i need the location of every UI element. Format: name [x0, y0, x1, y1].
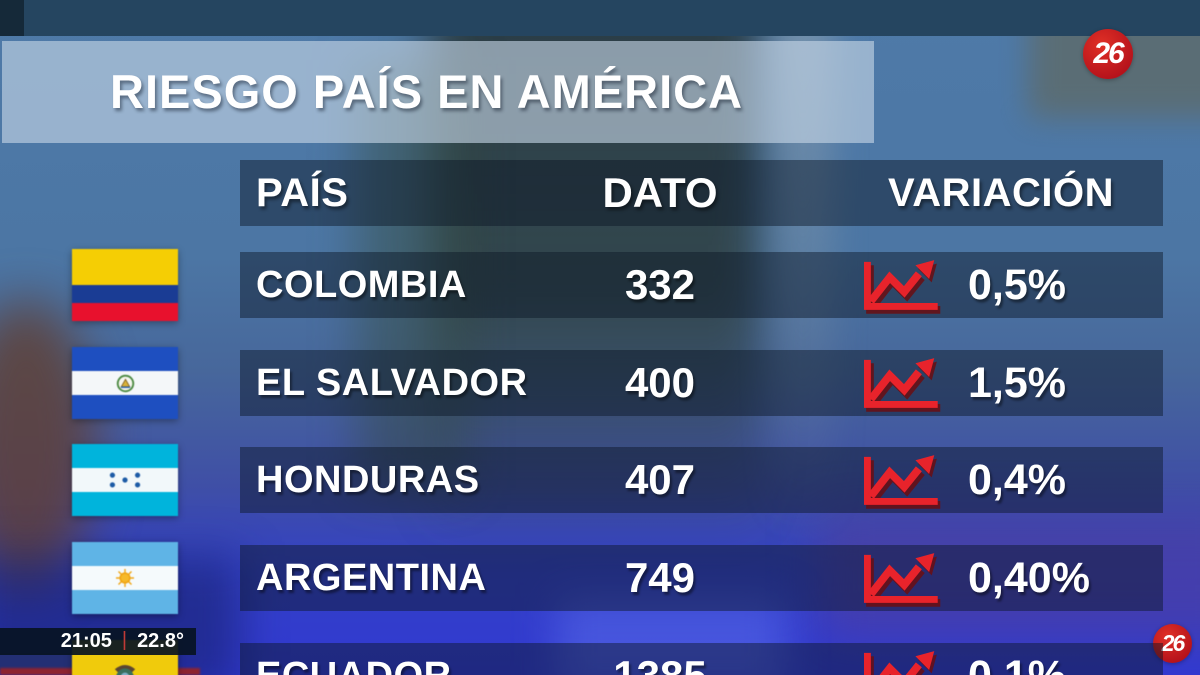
country-flag-icon — [72, 249, 178, 321]
variation-percent: 0,40% — [968, 554, 1090, 602]
table-row-argentina: ARGENTINA 749 0,40% — [0, 542, 1200, 617]
flag-stripe — [72, 347, 178, 372]
el-salvador-coat-icon — [72, 347, 178, 419]
flag-stripe — [72, 285, 178, 303]
table-header-row: PAÍS DATO VARIACIÓN — [240, 160, 1163, 226]
country-flag-icon — [72, 542, 178, 614]
flag-stripe — [72, 491, 178, 516]
line-chart-up-icon — [852, 548, 948, 608]
channel-logo-text: 26 — [1161, 630, 1186, 656]
title-banner: RIESGO PAÍS EN AMÉRICA — [2, 41, 874, 143]
country-name: COLOMBIA — [256, 264, 467, 306]
country-name: ARGENTINA — [256, 557, 487, 599]
variation-percent: 0,4% — [968, 456, 1067, 504]
variation-percent: 0,1% — [968, 643, 1066, 675]
channel-26-logo-small-icon: 26 — [1153, 624, 1192, 663]
country-flag-icon — [72, 347, 178, 419]
separator: | — [121, 629, 128, 651]
flag-stripe — [72, 303, 178, 321]
flag-stripe — [72, 589, 178, 614]
header-variation: VARIACIÓN — [888, 171, 1114, 215]
risk-value: 400 — [624, 359, 696, 406]
row-band: HONDURAS 407 0,4% — [240, 447, 1163, 513]
line-chart-up-icon — [852, 353, 948, 413]
line-chart-up-icon — [852, 450, 948, 510]
channel-logo-text: 26 — [1093, 37, 1124, 70]
variation-percent: 1,5% — [968, 359, 1067, 407]
channel-26-logo-icon: 26 — [1083, 29, 1133, 79]
page-title: RIESGO PAÍS EN AMÉRICA — [110, 65, 744, 118]
temperature: 22.8° — [137, 630, 184, 652]
table-row-honduras: HONDURAS 407 0,4% — [0, 444, 1200, 519]
country-flag-icon — [72, 444, 178, 516]
header-country: PAÍS — [256, 171, 349, 215]
risk-value: 749 — [624, 554, 696, 601]
line-chart-up-icon — [852, 255, 948, 315]
country-name: ECUADOR — [256, 643, 452, 675]
flag-stripe — [72, 249, 178, 285]
flag-stripe — [72, 444, 178, 469]
row-band: COLOMBIA 332 0,5% — [240, 252, 1163, 318]
country-name: EL SALVADOR — [256, 362, 528, 404]
table-row-el_salvador: EL SALVADOR 400 1,5% — [0, 347, 1200, 422]
flag-stripe — [72, 394, 178, 419]
clock-time: 21:05 — [60, 630, 112, 652]
sun-of-may-icon — [72, 542, 178, 614]
risk-value: 407 — [624, 456, 696, 503]
row-band: EL SALVADOR 400 1,5% — [240, 350, 1163, 416]
bottom-navy-strip — [0, 653, 72, 670]
variation-percent: 0,5% — [968, 261, 1067, 309]
flag-stripe — [72, 542, 178, 567]
risk-value: 332 — [624, 261, 696, 308]
country-name: HONDURAS — [256, 459, 480, 501]
table-row-ecuador: ECUADOR 1385 0,1% — [0, 640, 1200, 675]
header-value: DATO — [602, 169, 718, 216]
table-row-colombia: COLOMBIA 332 0,5% — [0, 249, 1200, 324]
status-bar: 21:05 | 22.8° — [0, 628, 196, 655]
ecuador-coat-icon — [72, 640, 178, 675]
line-chart-up-icon — [852, 646, 948, 675]
honduras-stars-icon — [72, 444, 178, 516]
row-band: ECUADOR 1385 0,1% — [240, 643, 1163, 675]
row-band: ARGENTINA 749 0,40% — [240, 545, 1163, 611]
risk-value: 1385 — [555, 643, 765, 675]
top-edge-strip — [0, 0, 1200, 36]
background-lightblue-blur — [556, 598, 786, 675]
